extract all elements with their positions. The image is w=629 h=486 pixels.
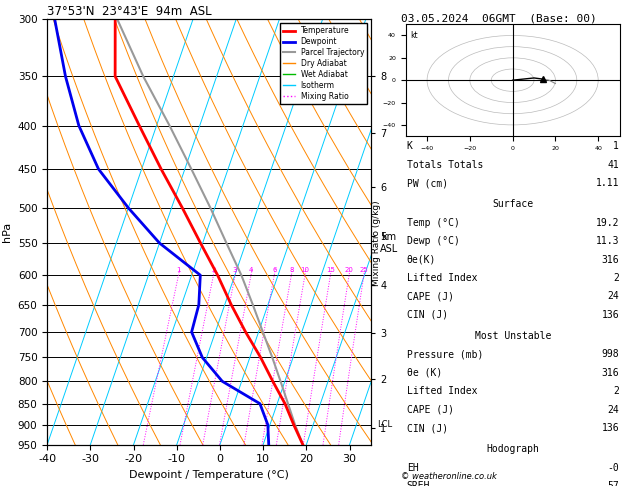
Text: Temp (°C): Temp (°C) [407, 218, 460, 227]
Text: 4: 4 [249, 267, 253, 273]
Text: 57: 57 [608, 481, 619, 486]
Text: 25: 25 [360, 267, 368, 273]
Text: CIN (J): CIN (J) [407, 310, 448, 320]
Text: 316: 316 [601, 255, 619, 264]
Text: 20: 20 [345, 267, 353, 273]
Text: 19.2: 19.2 [596, 218, 619, 227]
Text: 2: 2 [613, 386, 619, 396]
Text: K: K [407, 141, 413, 151]
Text: Surface: Surface [493, 199, 533, 209]
Text: 6: 6 [272, 267, 277, 273]
Text: © weatheronline.co.uk: © weatheronline.co.uk [401, 472, 497, 481]
Text: CIN (J): CIN (J) [407, 423, 448, 433]
Text: 1.11: 1.11 [596, 178, 619, 188]
Text: θe (K): θe (K) [407, 368, 442, 378]
Text: -0: -0 [608, 463, 619, 472]
Text: Totals Totals: Totals Totals [407, 160, 483, 170]
X-axis label: Dewpoint / Temperature (°C): Dewpoint / Temperature (°C) [129, 470, 289, 480]
Text: CAPE (J): CAPE (J) [407, 405, 454, 415]
Text: 316: 316 [601, 368, 619, 378]
Text: 2: 2 [211, 267, 216, 273]
Text: 37°53'N  23°43'E  94m  ASL: 37°53'N 23°43'E 94m ASL [47, 5, 212, 18]
Text: 998: 998 [601, 349, 619, 359]
Text: 1: 1 [613, 141, 619, 151]
Text: 2: 2 [613, 273, 619, 283]
Text: θe(K): θe(K) [407, 255, 436, 264]
Text: Mixing Ratio (g/kg): Mixing Ratio (g/kg) [372, 200, 381, 286]
Text: 24: 24 [608, 405, 619, 415]
Text: EH: EH [407, 463, 418, 472]
Text: 03.05.2024  06GMT  (Base: 00): 03.05.2024 06GMT (Base: 00) [401, 13, 597, 23]
Text: SREH: SREH [407, 481, 430, 486]
Text: PW (cm): PW (cm) [407, 178, 448, 188]
Text: 8: 8 [289, 267, 294, 273]
Text: Lifted Index: Lifted Index [407, 273, 477, 283]
Text: 24: 24 [608, 292, 619, 301]
Text: 136: 136 [601, 310, 619, 320]
Text: 3: 3 [233, 267, 237, 273]
Text: Lifted Index: Lifted Index [407, 386, 477, 396]
Text: Hodograph: Hodograph [486, 444, 540, 454]
Text: LCL: LCL [377, 420, 392, 429]
Text: 15: 15 [326, 267, 335, 273]
Text: 1: 1 [176, 267, 181, 273]
Text: Most Unstable: Most Unstable [475, 331, 551, 341]
Text: Pressure (mb): Pressure (mb) [407, 349, 483, 359]
Text: CAPE (J): CAPE (J) [407, 292, 454, 301]
Text: 41: 41 [608, 160, 619, 170]
Text: 11.3: 11.3 [596, 236, 619, 246]
Text: 136: 136 [601, 423, 619, 433]
Text: kt: kt [410, 31, 418, 40]
Legend: Temperature, Dewpoint, Parcel Trajectory, Dry Adiabat, Wet Adiabat, Isotherm, Mi: Temperature, Dewpoint, Parcel Trajectory… [280, 23, 367, 104]
Text: 10: 10 [301, 267, 309, 273]
Y-axis label: km
ASL: km ASL [380, 232, 398, 254]
Y-axis label: hPa: hPa [2, 222, 12, 242]
Text: Dewp (°C): Dewp (°C) [407, 236, 460, 246]
